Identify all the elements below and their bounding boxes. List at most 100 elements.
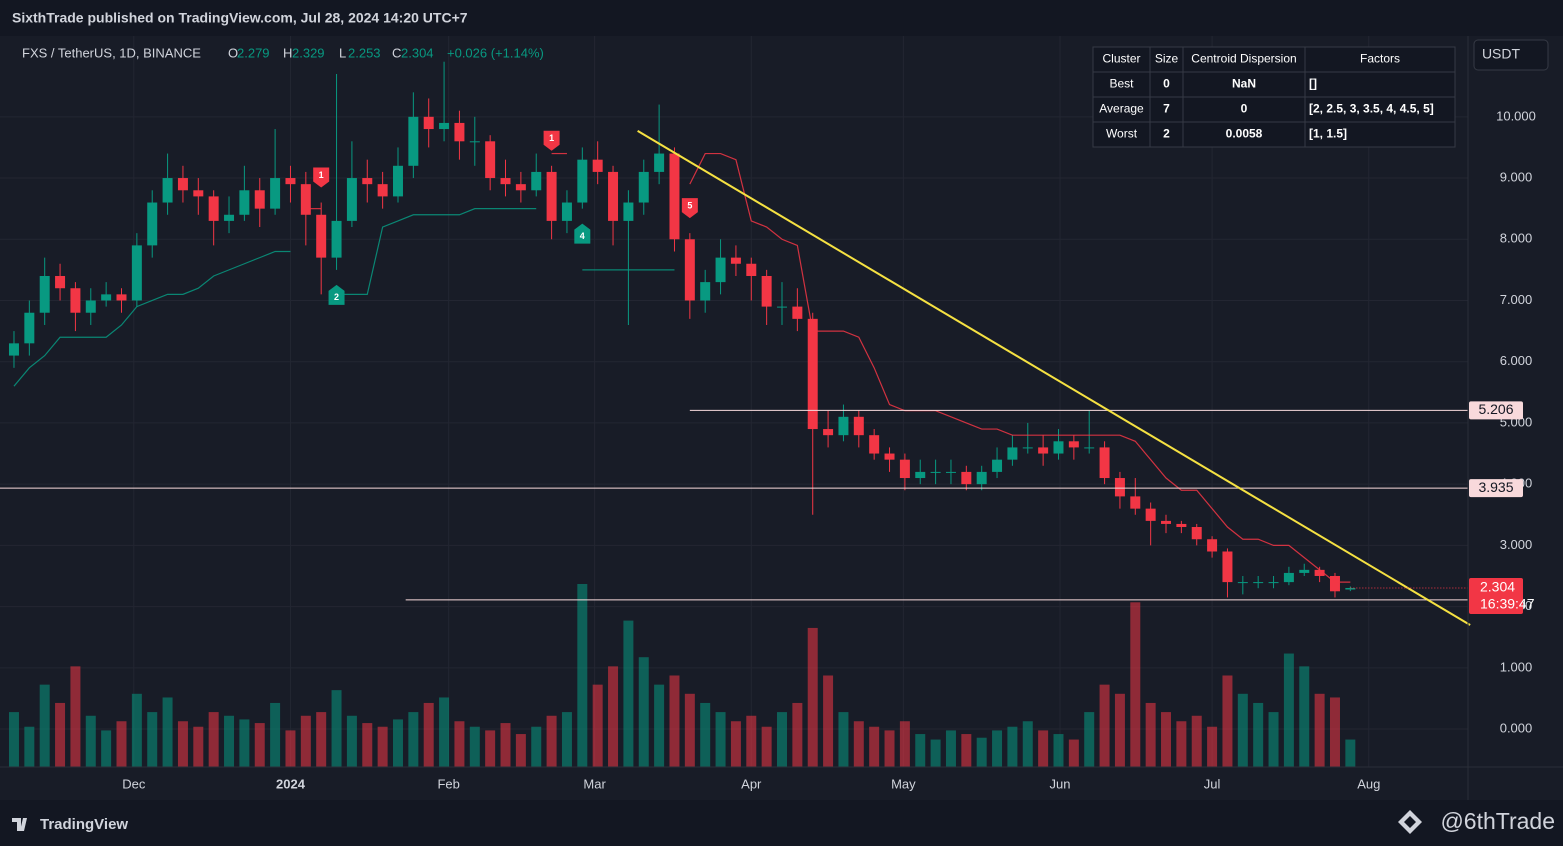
volume-bar	[592, 684, 603, 767]
volume-bar	[945, 730, 956, 767]
candle-body	[638, 171, 649, 203]
volume-bar	[70, 666, 81, 767]
volume-bar	[423, 702, 434, 767]
candle-body	[531, 171, 542, 191]
candle-body	[1268, 582, 1279, 584]
x-tick-label: Jun	[1050, 776, 1071, 791]
candle-body	[408, 116, 419, 166]
volume-bar	[1345, 739, 1356, 767]
signal-marker	[328, 284, 345, 305]
volume-bar	[193, 726, 204, 767]
price-pane: 1 2 1 4 5	[0, 61, 1471, 626]
volume-bar	[377, 726, 388, 767]
candle-body	[423, 116, 434, 130]
currency-button[interactable]	[1473, 39, 1549, 71]
y-tick-label: 6.000	[1500, 353, 1533, 368]
volume-bar	[746, 715, 757, 767]
signal-marker	[681, 198, 698, 219]
candle-body	[1068, 441, 1079, 448]
candle-body	[1329, 575, 1340, 592]
candle-body	[777, 306, 787, 308]
price-box	[1469, 577, 1523, 614]
candle-body	[869, 435, 880, 454]
x-tick-label: Apr	[741, 776, 762, 791]
y-tick-label: 8.000	[1500, 231, 1533, 246]
volume-bar	[792, 702, 803, 767]
footer-bar	[0, 800, 1563, 846]
volume-bar	[1253, 702, 1264, 767]
legend-value: 2.304	[401, 45, 434, 60]
level-label: 3.935	[1478, 479, 1513, 495]
volume-bar	[24, 726, 35, 767]
candle-body	[1099, 447, 1110, 479]
volume-bar	[961, 734, 972, 767]
volume-bar	[531, 726, 542, 767]
candle-body	[177, 178, 188, 191]
candle-body	[838, 416, 849, 436]
y-tick-label: 10.000	[1496, 108, 1536, 123]
volume-bar	[700, 702, 711, 767]
candle-body	[546, 171, 557, 221]
candle-body	[1222, 551, 1233, 583]
volume-bar	[469, 726, 480, 767]
candle-body	[1130, 496, 1141, 509]
signal-label: 5	[687, 201, 692, 211]
header-bar	[0, 0, 1563, 36]
candle-body	[454, 122, 465, 142]
volume-bar	[1314, 693, 1325, 767]
publisher: SixthTrade published on TradingView.com,…	[12, 10, 468, 26]
volume-bar	[730, 721, 741, 767]
volume-bar	[101, 730, 112, 767]
volume-bar	[162, 697, 173, 767]
currency[interactable]: USDT	[1482, 46, 1521, 62]
volume-bar	[55, 702, 66, 767]
volume-bar	[1283, 653, 1294, 767]
table-cell: 2	[1163, 127, 1170, 141]
x-tick-label: May	[891, 776, 916, 791]
legend-change: +0.026 (+1.14%)	[447, 45, 544, 60]
candle-body	[500, 178, 511, 185]
volume-bar	[454, 721, 465, 767]
candle-body	[1253, 582, 1264, 584]
candle-body	[316, 214, 327, 258]
volume-bar	[208, 712, 219, 767]
volume-bar	[1161, 712, 1172, 767]
legend-value: 2.279	[237, 45, 270, 60]
volume-bar	[561, 712, 572, 767]
volume-bar	[1299, 666, 1310, 767]
author: @6thTrade	[1440, 808, 1555, 834]
trendline	[637, 130, 1471, 626]
candle-body	[1022, 447, 1033, 449]
candle-body	[654, 153, 665, 172]
table-cell: 0.0058	[1226, 127, 1263, 141]
table-cell: 0	[1241, 102, 1248, 116]
candle-body	[561, 202, 572, 221]
candle-body	[992, 459, 1003, 472]
y-tick-label: 1.000	[1500, 659, 1533, 674]
volume-bar	[8, 712, 19, 767]
volume-bar	[147, 712, 158, 767]
candle-body	[24, 312, 35, 344]
candle-body	[469, 141, 480, 143]
symbol: FXS / TetherUS, 1D, BINANCE	[22, 45, 201, 60]
candle-body	[1237, 582, 1248, 584]
legend-key: O	[228, 45, 238, 60]
candle-body	[577, 159, 588, 203]
volume-bar	[39, 684, 50, 767]
table-cell: 7	[1163, 102, 1170, 116]
signal-label: 4	[580, 231, 585, 241]
candle-body	[193, 190, 204, 197]
candle-body	[746, 263, 757, 276]
candle-body	[239, 190, 250, 215]
volume-bar	[807, 627, 818, 767]
volume-bar	[346, 715, 357, 767]
volume-pane	[8, 584, 1356, 767]
x-tick-label: Feb	[437, 776, 459, 791]
volume-bar	[500, 723, 511, 767]
candle-body	[1314, 569, 1325, 576]
volume-bar	[515, 734, 526, 767]
legend-key: L	[339, 45, 346, 60]
level-label-box	[1469, 401, 1523, 420]
axes: 0.0001.0002.0003.0004.0005.0006.0007.000…	[122, 108, 1536, 791]
candle-body	[224, 214, 235, 221]
